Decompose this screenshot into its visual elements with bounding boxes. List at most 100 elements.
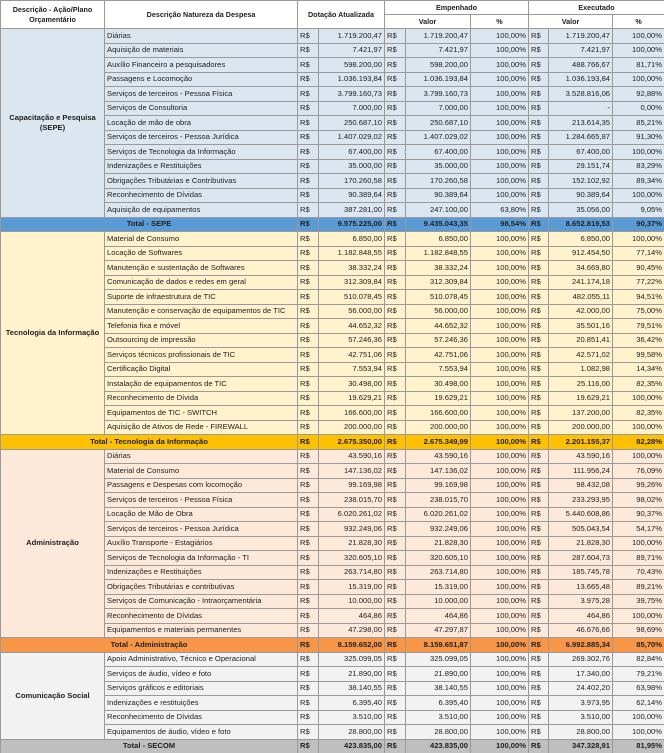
executado-pct: 100,00%	[612, 709, 664, 725]
row: Telefonia fixa e móvel R$ 44.652,32 R$ 44.65…	[0, 318, 664, 334]
currency: R$	[528, 42, 550, 58]
executado-pct: 99,26%	[612, 477, 664, 493]
row: Auxílio Financeiro a pesquisadores R$ 598.…	[0, 57, 664, 73]
dotacao: 238.015,70	[318, 492, 385, 508]
dotacao: 44.652,32	[318, 318, 385, 334]
row: Locação de mão de obra R$ 250.687,10 R$ 250.…	[0, 115, 664, 131]
executado: 7.421,97	[548, 42, 614, 58]
currency: R$	[384, 535, 406, 551]
executado-pct: 83,29%	[612, 158, 664, 174]
dotacao: 19.629,21	[318, 390, 385, 406]
dotacao: 57.246,36	[318, 332, 385, 348]
empenhado: 1.407.029,02	[405, 129, 471, 145]
descricao: Serviços gráficos e editoriais	[104, 680, 298, 696]
currency: R$	[384, 274, 406, 290]
empenhado-pct: 100,00%	[469, 115, 530, 131]
empenhado-pct: 100,00%	[469, 100, 530, 116]
dotacao: 7.553,94	[318, 361, 385, 377]
dotacao: 250.687,10	[318, 115, 385, 131]
empenhado: 44.652,32	[405, 318, 471, 334]
dotacao: 28.800,00	[318, 724, 385, 740]
currency: R$	[528, 202, 550, 218]
table-body: Capacitação e Pesquisa (SEPE) Diárias R$ 1.…	[0, 28, 664, 753]
currency: R$	[528, 245, 550, 261]
descricao: Manutenção e conservação de equipamentos…	[104, 303, 298, 319]
currency: R$	[384, 593, 406, 609]
empenhado: 10.000,00	[405, 593, 471, 609]
empenhado: 200.000,00	[405, 419, 471, 435]
executado-pct: 100,00%	[612, 390, 664, 406]
currency: R$	[384, 28, 406, 44]
currency: R$	[384, 42, 406, 58]
currency: R$	[297, 28, 319, 44]
descricao: Serviços de terceiros - Pessoa Jurídica	[104, 129, 298, 145]
row: Serviços de Tecnologia da Informação R$ 67…	[0, 144, 664, 160]
currency: R$	[528, 608, 550, 624]
executado-pct: 100,00%	[612, 608, 664, 624]
currency: R$	[384, 608, 406, 624]
empenhado: 28.800,00	[405, 724, 471, 740]
executado: 233.293,95	[548, 492, 614, 508]
currency: R$	[528, 86, 550, 102]
empenhado: 312.309,84	[405, 274, 471, 290]
currency: R$	[297, 303, 319, 319]
row: Capacitação e Pesquisa (SEPE) Diárias R$ 1.…	[0, 28, 664, 218]
dotacao: 67.400,00	[318, 144, 385, 160]
descricao: Comunicação de dados e redes em geral	[104, 274, 298, 290]
empenhado: 15.319,00	[405, 579, 471, 595]
empenhado: 99.169,98	[405, 477, 471, 493]
executado: 28.800,00	[548, 724, 614, 740]
executado-pct: 89,34%	[612, 173, 664, 189]
currency: R$	[297, 376, 319, 392]
currency: R$	[297, 173, 319, 189]
dotacao: 312.309,84	[318, 274, 385, 290]
executado: 6.850,00	[548, 231, 614, 247]
executado: 90.389,64	[548, 187, 614, 203]
descricao: Aquisição de Ativos de Rede - FIREWALL	[104, 419, 298, 435]
currency: R$	[528, 260, 550, 276]
empenhado-pct: 100,00%	[469, 738, 530, 753]
currency: R$	[528, 593, 550, 609]
empenhado-pct: 100,00%	[469, 158, 530, 174]
empenhado: 7.553,94	[405, 361, 471, 377]
executado-pct: 94,51%	[612, 289, 664, 305]
descricao: Serviços de terceiros - Pessoa Jurídica	[104, 521, 298, 537]
currency: R$	[528, 274, 550, 290]
row: Serviços de terceiros - Pessoa Física R$ 3…	[0, 86, 664, 102]
executado: 3.973,95	[548, 695, 614, 711]
currency: R$	[384, 390, 406, 406]
currency: R$	[297, 492, 319, 508]
descricao: Diárias	[104, 28, 298, 44]
row: Equipamentos de áudio, vídeo e foto R$ 28.…	[0, 724, 664, 740]
empenhado-pct: 100,00%	[469, 651, 530, 667]
executado-pct: 91,30%	[612, 129, 664, 145]
dotacao: 320.605,10	[318, 550, 385, 566]
empenhado-pct: 100,00%	[469, 492, 530, 508]
currency: R$	[384, 405, 406, 421]
executado-pct: 92,88%	[612, 86, 664, 102]
section-name: Comunicação Social	[0, 651, 105, 740]
currency: R$	[384, 361, 406, 377]
header-pct: %	[612, 14, 664, 29]
currency: R$	[384, 521, 406, 537]
row: Suporte de infraestrutura de TIC R$ 510.07…	[0, 289, 664, 305]
executado: 482.055,11	[548, 289, 614, 305]
executado-pct: 54,17%	[612, 521, 664, 537]
descricao: Suporte de infraestrutura de TIC	[104, 289, 298, 305]
currency: R$	[384, 245, 406, 261]
dotacao: 1.036.193,84	[318, 71, 385, 87]
row: Locação de Softwares R$ 1.182.848,55 R$ 1.18…	[0, 245, 664, 261]
executado: 21.828,30	[548, 535, 614, 551]
executado: 43.590,16	[548, 448, 614, 464]
currency: R$	[528, 535, 550, 551]
empenhado: 1.036.193,84	[405, 71, 471, 87]
dotacao: 423.835,00	[318, 738, 385, 753]
dotacao: 7.421,97	[318, 42, 385, 58]
empenhado-pct: 100,00%	[469, 129, 530, 145]
row: Serviços de terceiros - Pessoa Jurídica R…	[0, 129, 664, 145]
dotacao: 1.719.200,47	[318, 28, 385, 44]
descricao: Serviços de Tecnologia da Informação - T…	[104, 550, 298, 566]
descricao: Aquisição de equipamentos	[104, 202, 298, 218]
descricao: Auxílio Transporte - Estagiários	[104, 535, 298, 551]
